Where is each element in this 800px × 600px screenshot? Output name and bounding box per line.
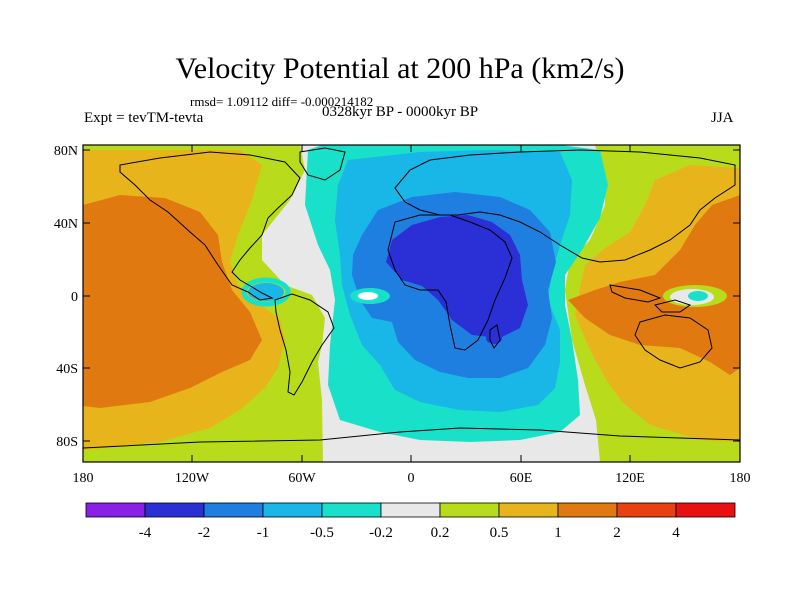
colorbar-box [203,502,264,518]
colorbar-box [321,502,382,518]
contour-positive-1-west [83,195,262,408]
colorbar-box [85,502,146,518]
colorbar-label: 0.5 [490,525,509,541]
lat-label-40s: 40S [56,362,78,377]
lon-label-60w: 60W [288,471,316,486]
colorbar-box [262,502,323,518]
contour-zero-atlantic [358,292,378,300]
colorbar-box [380,502,441,518]
colorbar-box [675,502,736,518]
colorbar-box [439,502,500,518]
lon-label-180w: 180 [73,471,94,486]
colorbar-label: -0.2 [369,525,393,541]
colorbar-label: -2 [198,525,211,541]
experiment-label: Expt = tevTM-tevta [84,110,204,126]
coastlines [83,147,740,449]
lon-label-180e: 180 [730,471,751,486]
lat-label-80n: 80N [54,144,78,159]
season-label: JJA [711,110,734,126]
lon-label-120w: 120W [175,471,210,486]
contour-positive-1-east [568,195,740,375]
contour-negative-0.5-east-pacific [248,283,284,301]
colorbar-box [557,502,618,518]
lon-label-120e: 120E [615,471,645,486]
colorbar-label: 1 [554,525,562,541]
lat-label-40n: 40N [54,217,78,232]
lat-label-0: 0 [71,290,78,305]
colorbar-label: 0.2 [431,525,450,541]
colorbar-label: -1 [257,525,270,541]
lon-label-60e: 60E [510,471,533,486]
contour-negative-0.2-east-pacific [241,277,291,307]
stats-text: rmsd= 1.09112 diff= -0.000214182 [190,94,374,109]
period-label: 0328kyr BP - 0000kyr BP [322,104,479,120]
tick-marks [83,145,740,462]
contour-negative-0.2-west-pacific [688,291,708,301]
colorbar-box [144,502,205,518]
colorbar-box [498,502,559,518]
lon-label-0: 0 [408,471,415,486]
colorbar-label: 2 [613,525,621,541]
colorbar-label: -4 [139,525,152,541]
colorbar-box [616,502,677,518]
map-title: Velocity Potential at 200 hPa (km2/s) [175,52,625,85]
lat-label-80s: 80S [56,435,78,450]
colorbar-label: 4 [672,525,680,541]
colorbar-label: -0.5 [310,525,334,541]
